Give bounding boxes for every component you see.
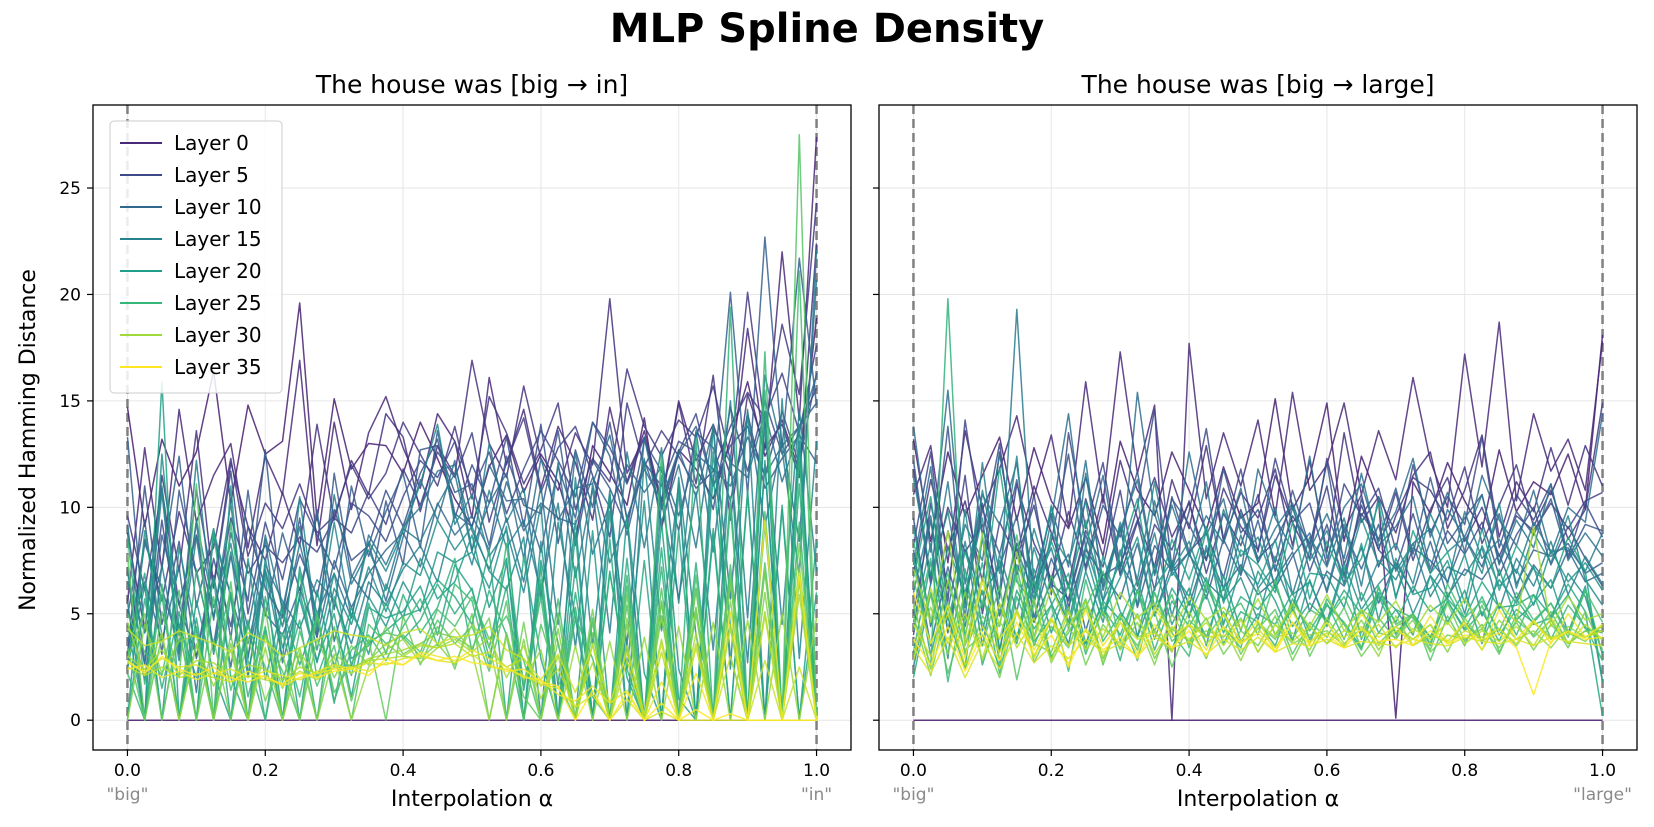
legend-label-3: Layer 15: [174, 227, 262, 251]
series-line-23: [912, 557, 1604, 683]
x-tick-label-2: 0.4: [390, 761, 417, 781]
series-line-24: [912, 534, 1604, 655]
right-panel-grid: [879, 105, 1637, 750]
x-tick-label-4: 0.8: [665, 761, 692, 781]
series-line-17: [912, 504, 1604, 651]
left-panel-title: The house was [big → in]: [315, 70, 628, 99]
legend-label-2: Layer 10: [174, 195, 262, 219]
y-tick-label-4: 20: [59, 285, 81, 305]
x-tick-label-3: 0.6: [527, 761, 554, 781]
series-line-21: [126, 483, 818, 721]
series-line-6: [912, 408, 1604, 602]
series-line-26: [126, 554, 818, 721]
left-panel-frame: [92, 104, 852, 751]
endpoint-label-0: "big": [892, 785, 934, 805]
legend-label-6: Layer 30: [174, 323, 262, 347]
right-panel-x-axis-label: Interpolation α: [1177, 787, 1339, 812]
series-line-24: [126, 270, 818, 721]
x-tick-label-1: 0.2: [252, 761, 279, 781]
y-tick-label-2: 10: [59, 498, 81, 518]
left-panel-endpoint-labels: "big" "in": [106, 785, 832, 805]
x-tick-label-1: 0.2: [1038, 761, 1065, 781]
y-axis-label: Normalized Hamming Distance: [16, 269, 41, 611]
y-tick-label-5: 25: [59, 179, 81, 199]
series-line-4: [126, 202, 818, 657]
x-tick-label-4: 0.8: [1451, 761, 1478, 781]
series-line-20: [912, 556, 1604, 717]
endpoint-label-0: "big": [106, 785, 148, 805]
legend-label-1: Layer 5: [174, 163, 249, 187]
series-line-35: [127, 653, 817, 721]
x-tick-label-5: 1.0: [1589, 761, 1616, 781]
right-panel-series: [912, 297, 1604, 721]
series-line-33: [912, 632, 1603, 679]
series-line-5: [126, 345, 818, 619]
y-tick-label-3: 15: [59, 392, 81, 412]
left-panel-x-ticks: 0.0 0.2 0.4 0.6 0.8 1.0: [114, 750, 830, 781]
x-tick-label-2: 0.4: [1176, 761, 1203, 781]
series-line-34: [127, 519, 818, 721]
left-panel-y-ticks: 0 5 10 15 20 25: [59, 179, 93, 731]
series-line-30: [912, 525, 1603, 647]
series-line-1: [912, 334, 1604, 719]
right-panel-y-ticks: [873, 187, 879, 721]
right-panel-endpoint-labels: "big" "large": [892, 785, 1631, 805]
series-line-10: [126, 402, 818, 681]
y-tick-label-1: 5: [70, 605, 81, 625]
right-panel-title: The house was [big → large]: [1081, 70, 1435, 99]
left-panel-endpoint-markers: [126, 105, 818, 750]
legend-label-4: Layer 20: [174, 259, 262, 283]
right-panel-x-ticks: 0.0 0.2 0.4 0.6 0.8 1.0: [900, 750, 1616, 781]
series-line-30: [127, 593, 818, 721]
series-line-19: [912, 466, 1604, 683]
series-line-32: [126, 625, 818, 721]
endpoint-label-1: "large": [1573, 785, 1632, 805]
legend-label-0: Layer 0: [174, 131, 249, 155]
x-tick-label-5: 1.0: [803, 761, 830, 781]
legend-label-5: Layer 25: [174, 291, 262, 315]
endpoint-label-1: "in": [801, 785, 832, 805]
right-panel-frame: [878, 104, 1638, 751]
x-tick-label-0: 0.0: [114, 761, 141, 781]
y-tick-label-0: 0: [70, 711, 81, 731]
series-line-2: [912, 321, 1604, 721]
left-panel-x-axis-label: Interpolation α: [391, 787, 553, 812]
left-panel: The house was [big → in] 0.0 0.2 0.4 0.6 0.8…: [16, 70, 852, 812]
series-line-8: [126, 412, 818, 655]
right-panel: The house was [big → large] 0.0 0.2 0.4 0.6…: [873, 70, 1638, 812]
series-line-35: [912, 621, 1603, 696]
x-tick-label-3: 0.6: [1313, 761, 1340, 781]
legend-box: [109, 120, 283, 394]
left-panel-series: [126, 134, 818, 721]
x-tick-label-0: 0.0: [900, 761, 927, 781]
figure-title: MLP Spline Density: [610, 6, 1044, 52]
series-line-27: [126, 542, 818, 721]
legend-label-7: Layer 35: [174, 355, 262, 379]
series-line-3: [912, 432, 1604, 587]
legend: Layer 0 Layer 5 Layer 10 Layer 15 Layer 20 La…: [109, 120, 283, 394]
